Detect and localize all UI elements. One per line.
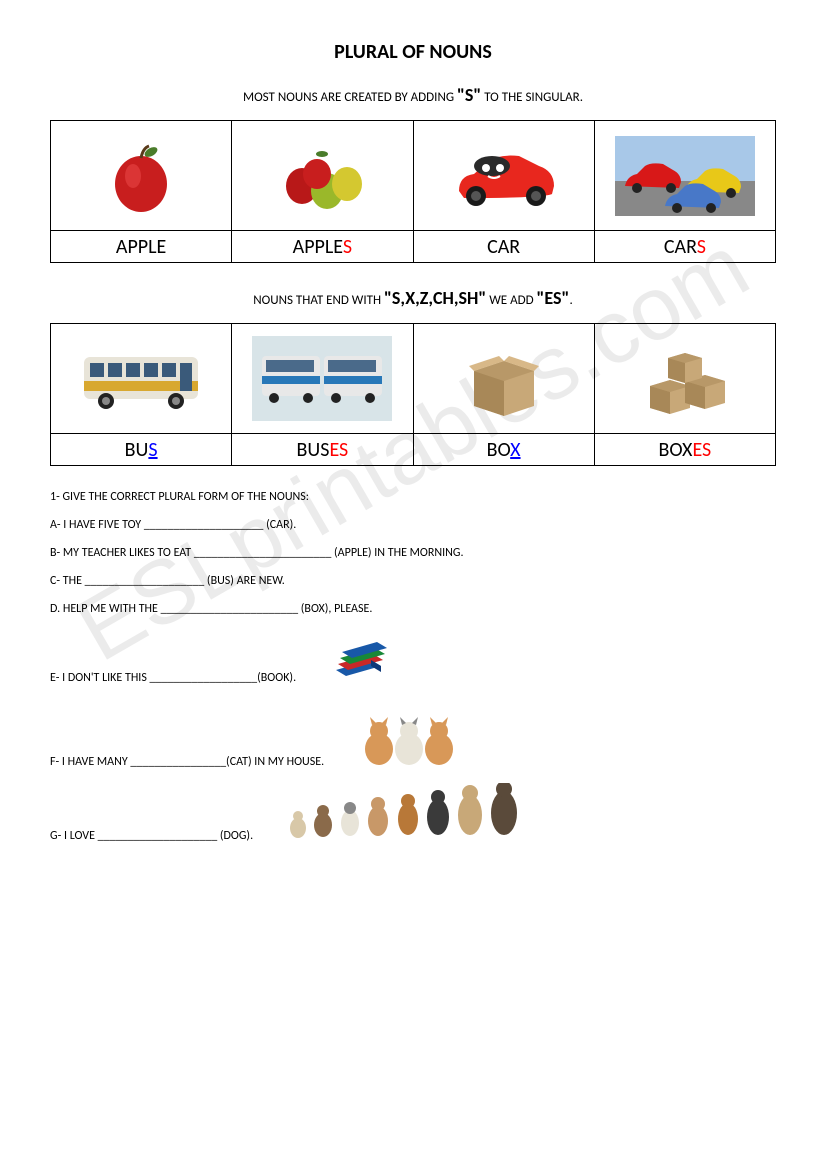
label-bus: BUS (51, 434, 232, 466)
apple-icon (101, 136, 181, 216)
rule-1-bold: "S" (457, 84, 481, 106)
cell-cars-img (594, 121, 775, 231)
label-apple: APPLE (51, 231, 232, 263)
exercise-f: F- I HAVE MANY ________________(CAT) IN … (50, 699, 776, 769)
exercise-a: A- I HAVE FIVE TOY ____________________ … (50, 518, 776, 532)
cell-boxes-img (594, 324, 775, 434)
dogs-icon (283, 783, 523, 843)
examples-table-1: APPLE APPLES CAR CARS (50, 120, 776, 263)
rule-2: NOUNS THAT END WITH "S,X,Z,CH,SH" WE ADD… (50, 287, 776, 309)
cell-car-img (413, 121, 594, 231)
exercises-section: 1- GIVE THE CORRECT PLURAL FORM OF THE N… (50, 490, 776, 843)
buses-icon (252, 336, 392, 421)
cell-apples-img (232, 121, 413, 231)
exercise-title: 1- GIVE THE CORRECT PLURAL FORM OF THE N… (50, 490, 776, 504)
rule-2-bold1: "S,X,Z,CH,SH" (384, 287, 486, 309)
label-cars: CARS (594, 231, 775, 263)
label-box: BOX (413, 434, 594, 466)
rule-2-mid: WE ADD (486, 293, 536, 308)
rule-1-pre: MOST NOUNS ARE CREATED BY ADDING (243, 90, 457, 105)
rule-2-pre: NOUNS THAT END WITH (253, 293, 384, 308)
rule-1-post: TO THE SINGULAR. (481, 90, 583, 105)
books-icon (326, 630, 396, 685)
exercise-e: E- I DON'T LIKE THIS __________________(… (50, 630, 776, 685)
boxes-icon (630, 336, 740, 421)
exercise-g: G- I LOVE ____________________ (DOG). (50, 783, 776, 843)
exercise-c: C- THE ____________________ (BUS) ARE NE… (50, 574, 776, 588)
label-car: CAR (413, 231, 594, 263)
cell-buses-img (232, 324, 413, 434)
car-icon (444, 136, 564, 216)
cell-apple-img (51, 121, 232, 231)
cars-icon (615, 136, 755, 216)
bus-icon (76, 339, 206, 419)
cell-bus-img (51, 324, 232, 434)
label-buses: BUSES (232, 434, 413, 466)
cell-box-img (413, 324, 594, 434)
label-apples: APPLES (232, 231, 413, 263)
exercise-d: D. HELP ME WITH THE ____________________… (50, 602, 776, 616)
box-icon (454, 336, 554, 421)
exercise-b: B- MY TEACHER LIKES TO EAT _____________… (50, 546, 776, 560)
apples-icon (272, 136, 372, 216)
rule-2-post: . (569, 293, 572, 308)
label-boxes: BOXES (594, 434, 775, 466)
page-title: PLURAL OF NOUNS (50, 40, 776, 64)
rule-2-bold2: "ES" (537, 287, 570, 309)
rule-1: MOST NOUNS ARE CREATED BY ADDING "S" TO … (50, 84, 776, 106)
cats-icon (354, 699, 464, 769)
examples-table-2: BUS BUSES BOX BOXES (50, 323, 776, 466)
